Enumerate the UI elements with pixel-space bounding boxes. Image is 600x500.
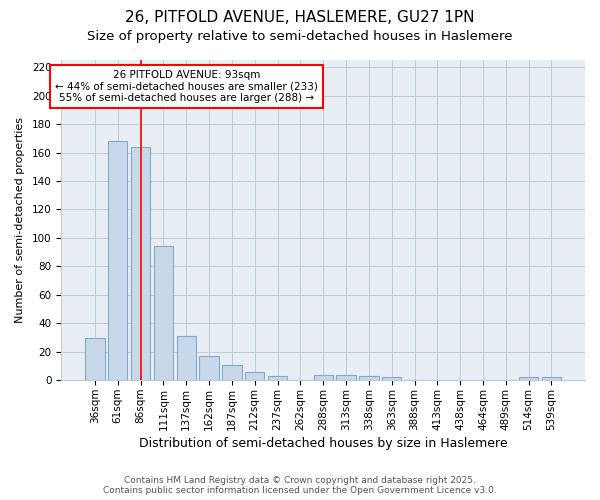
Text: Size of property relative to semi-detached houses in Haslemere: Size of property relative to semi-detach… <box>87 30 513 43</box>
Bar <box>359 376 379 380</box>
Y-axis label: Number of semi-detached properties: Number of semi-detached properties <box>15 117 25 323</box>
Bar <box>85 338 104 380</box>
Bar <box>199 356 219 380</box>
Text: 26, PITFOLD AVENUE, HASLEMERE, GU27 1PN: 26, PITFOLD AVENUE, HASLEMERE, GU27 1PN <box>125 10 475 25</box>
Bar <box>268 376 287 380</box>
Text: Contains HM Land Registry data © Crown copyright and database right 2025.
Contai: Contains HM Land Registry data © Crown c… <box>103 476 497 495</box>
Bar <box>154 246 173 380</box>
Text: 26 PITFOLD AVENUE: 93sqm
← 44% of semi-detached houses are smaller (233)
55% of : 26 PITFOLD AVENUE: 93sqm ← 44% of semi-d… <box>55 70 317 103</box>
Bar <box>131 147 150 380</box>
Bar <box>108 141 127 380</box>
Bar <box>542 378 561 380</box>
Bar <box>222 364 242 380</box>
Bar <box>519 378 538 380</box>
X-axis label: Distribution of semi-detached houses by size in Haslemere: Distribution of semi-detached houses by … <box>139 437 508 450</box>
Bar <box>245 372 265 380</box>
Bar <box>337 374 356 380</box>
Bar <box>176 336 196 380</box>
Bar <box>382 378 401 380</box>
Bar <box>314 374 333 380</box>
